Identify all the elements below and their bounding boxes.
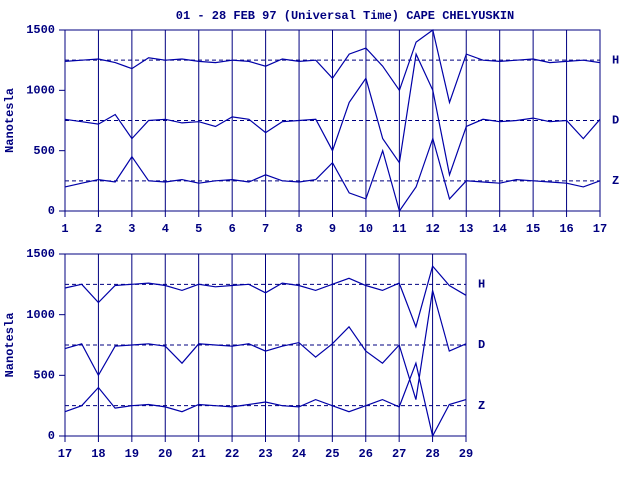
x-tick-label: 29 bbox=[459, 447, 473, 461]
x-tick-label: 12 bbox=[426, 222, 440, 236]
y-tick-label: 1000 bbox=[26, 308, 55, 322]
trace bbox=[64, 290, 467, 400]
x-tick-label: 10 bbox=[359, 222, 373, 236]
series-label: Z bbox=[612, 174, 619, 188]
x-tick-label: 4 bbox=[162, 222, 169, 236]
x-tick-label: 22 bbox=[225, 447, 239, 461]
y-tick-label: 500 bbox=[33, 369, 55, 383]
x-tick-label: 21 bbox=[191, 447, 205, 461]
y-tick-label: 0 bbox=[48, 204, 55, 218]
y-tick-label: 1500 bbox=[26, 247, 55, 261]
x-tick-label: 28 bbox=[425, 447, 439, 461]
series-label: D bbox=[478, 338, 485, 352]
x-tick-label: 1 bbox=[61, 222, 68, 236]
y-axis-label: Nanotesla bbox=[3, 88, 17, 153]
y-tick-label: 1000 bbox=[26, 84, 55, 98]
y-tick-label: 0 bbox=[48, 429, 55, 443]
x-tick-label: 14 bbox=[492, 222, 506, 236]
series-label: Z bbox=[478, 399, 485, 413]
series-label: H bbox=[478, 278, 485, 292]
trace bbox=[64, 28, 601, 105]
x-tick-label: 6 bbox=[229, 222, 236, 236]
x-tick-label: 23 bbox=[258, 447, 272, 461]
x-tick-label: 9 bbox=[329, 222, 336, 236]
x-tick-label: 8 bbox=[295, 222, 302, 236]
x-tick-label: 17 bbox=[58, 447, 72, 461]
series-label: H bbox=[612, 53, 619, 67]
x-tick-label: 17 bbox=[593, 222, 607, 236]
x-tick-label: 2 bbox=[95, 222, 102, 236]
y-tick-label: 1500 bbox=[26, 23, 55, 37]
x-tick-label: 20 bbox=[158, 447, 172, 461]
x-tick-label: 25 bbox=[325, 447, 339, 461]
x-tick-label: 3 bbox=[128, 222, 135, 236]
x-tick-label: 24 bbox=[292, 447, 306, 461]
y-tick-label: 500 bbox=[33, 144, 55, 158]
trace bbox=[64, 136, 601, 213]
y-axis-label: Nanotesla bbox=[3, 313, 17, 378]
trace bbox=[64, 361, 467, 438]
x-tick-label: 13 bbox=[459, 222, 473, 236]
x-tick-label: 27 bbox=[392, 447, 406, 461]
trace bbox=[64, 52, 601, 178]
x-tick-label: 7 bbox=[262, 222, 269, 236]
x-tick-label: 11 bbox=[392, 222, 406, 236]
x-tick-label: 16 bbox=[559, 222, 573, 236]
series-label: D bbox=[612, 114, 619, 128]
chart-title: 01 - 28 FEB 97 (Universal Time) CAPE CHE… bbox=[176, 9, 514, 23]
trace bbox=[64, 264, 467, 329]
x-tick-label: 15 bbox=[526, 222, 540, 236]
x-tick-label: 5 bbox=[195, 222, 202, 236]
x-tick-label: 26 bbox=[359, 447, 373, 461]
x-tick-label: 18 bbox=[91, 447, 105, 461]
x-tick-label: 19 bbox=[125, 447, 139, 461]
